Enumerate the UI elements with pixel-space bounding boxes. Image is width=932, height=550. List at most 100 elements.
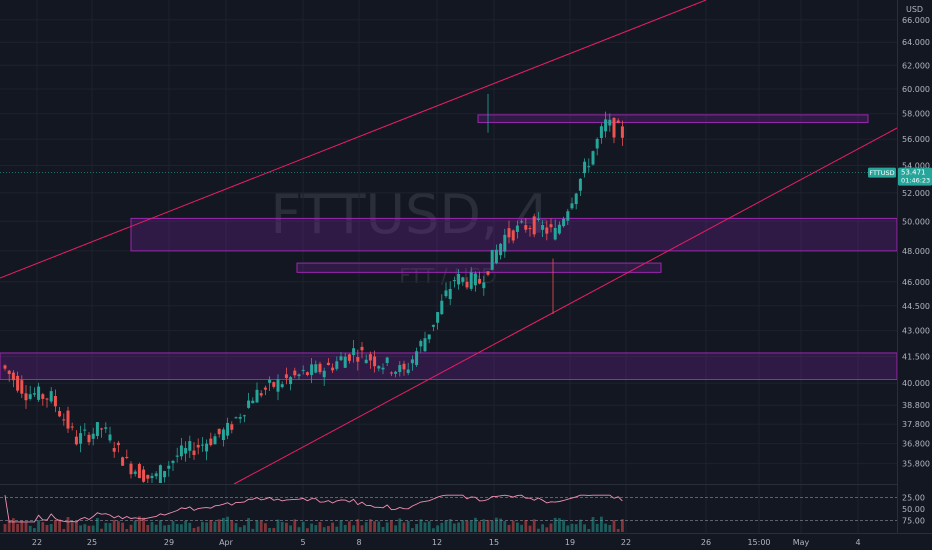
candle-body bbox=[234, 417, 238, 419]
volume-bar bbox=[532, 519, 536, 532]
volume-bar bbox=[436, 525, 439, 532]
channel-trendlines[interactable] bbox=[0, 0, 898, 485]
candle-body bbox=[515, 225, 519, 232]
volume-bar bbox=[583, 524, 586, 532]
volume-bar bbox=[28, 525, 32, 532]
time-tick-label: 22 bbox=[32, 538, 42, 547]
volume-bar bbox=[268, 528, 271, 532]
time-tick-label: 15 bbox=[489, 538, 499, 547]
time-tick-label: May bbox=[793, 538, 810, 547]
volume-bar bbox=[604, 523, 607, 532]
candle-body bbox=[394, 371, 398, 374]
candle-body bbox=[247, 400, 251, 408]
candle-body bbox=[406, 369, 410, 373]
candle-body bbox=[276, 379, 280, 392]
volume-bar bbox=[423, 522, 427, 532]
trendline[interactable] bbox=[0, 0, 707, 279]
volume-bar bbox=[621, 519, 624, 532]
volume-bar bbox=[352, 525, 355, 532]
price-tick-label: 37.800 bbox=[902, 420, 930, 429]
volume-bar bbox=[545, 527, 549, 532]
volume-bar bbox=[49, 524, 53, 532]
candle-body bbox=[511, 230, 515, 241]
candle-body bbox=[583, 161, 587, 174]
volume-bar bbox=[222, 517, 225, 532]
candle-body bbox=[259, 393, 263, 396]
time-axis[interactable]: 22 25 29 Apr 5 8 12 15 19 22 26 15:00 May 4 bbox=[32, 538, 861, 547]
volume-bar bbox=[331, 522, 334, 532]
time-tick-label: 5 bbox=[300, 538, 305, 547]
candle-body bbox=[494, 249, 498, 264]
price-axis[interactable]: 66.000 64.000 62.000 60.000 58.000 56.000 54.0… bbox=[902, 16, 930, 469]
volume-bar bbox=[591, 517, 595, 532]
price-tick-label: 38.800 bbox=[902, 401, 930, 410]
candle-body bbox=[213, 436, 217, 445]
price-tick-label: 56.000 bbox=[902, 135, 930, 144]
candle-body bbox=[557, 224, 561, 234]
candle-body bbox=[373, 356, 377, 367]
volume-bar bbox=[129, 524, 133, 532]
volume-bar bbox=[159, 520, 162, 532]
watermark-name: FTT / USD bbox=[399, 264, 496, 288]
candle-body bbox=[423, 338, 427, 352]
candle-body bbox=[461, 277, 465, 282]
candle-body bbox=[415, 351, 419, 366]
candle-body bbox=[79, 433, 83, 444]
candle-body bbox=[192, 450, 196, 455]
candle-body bbox=[352, 348, 356, 355]
candle-body bbox=[53, 396, 57, 407]
volume-bar bbox=[255, 520, 259, 532]
time-tick-label: 19 bbox=[565, 538, 575, 547]
volume-bar bbox=[495, 517, 498, 532]
volume-bar bbox=[104, 522, 108, 532]
volume-bar bbox=[37, 520, 40, 532]
volume-bar bbox=[117, 521, 120, 532]
price-tick-label: 64.000 bbox=[902, 38, 930, 47]
volume-bar bbox=[469, 520, 473, 532]
candle-body bbox=[112, 448, 116, 452]
candle-body bbox=[528, 228, 532, 230]
current-price-badge: FTTUSD 53.471 01:46:23 bbox=[868, 167, 932, 186]
volume-bar bbox=[297, 527, 301, 532]
candle-body bbox=[448, 289, 452, 300]
volume-bar bbox=[285, 522, 288, 532]
candle-body bbox=[175, 455, 179, 457]
volume-bar bbox=[154, 524, 158, 532]
zone-box[interactable] bbox=[0, 352, 898, 381]
volume-bar bbox=[238, 527, 242, 532]
volume-bar bbox=[528, 525, 532, 532]
price-tick-label: 40.000 bbox=[902, 379, 930, 388]
zone-box[interactable] bbox=[477, 114, 869, 123]
volume-bar bbox=[318, 522, 322, 532]
time-tick-label: 4 bbox=[855, 538, 860, 547]
candle-body bbox=[238, 417, 242, 419]
volume-bar bbox=[142, 517, 145, 532]
candle-body bbox=[196, 444, 200, 448]
candle-body bbox=[16, 375, 20, 391]
candle-body bbox=[364, 359, 368, 364]
time-tick-label: 15:00 bbox=[747, 538, 770, 547]
candle-body bbox=[301, 369, 305, 371]
zone-box[interactable] bbox=[296, 262, 662, 273]
candle-body bbox=[503, 234, 507, 252]
volume-bar bbox=[138, 516, 141, 532]
price-tick-label: 66.000 bbox=[902, 16, 930, 25]
volume-bar bbox=[377, 521, 381, 532]
candle-body bbox=[142, 469, 146, 482]
volume-bar bbox=[201, 521, 204, 532]
volume-bar bbox=[226, 516, 229, 532]
candle-body bbox=[146, 474, 150, 479]
rsi-axis[interactable]: 75.00 50.00 25.00 bbox=[902, 494, 925, 526]
candle-body bbox=[331, 367, 335, 371]
volume-bar bbox=[289, 525, 292, 532]
volume-bar bbox=[175, 524, 179, 532]
trendline[interactable] bbox=[233, 127, 898, 485]
candle-body bbox=[179, 445, 183, 457]
volume-bar bbox=[192, 528, 196, 532]
price-tick-label: 36.800 bbox=[902, 440, 930, 449]
volume-bar bbox=[133, 520, 137, 532]
candle-body bbox=[129, 463, 133, 475]
rsi-tick-label: 75.00 bbox=[902, 517, 925, 526]
